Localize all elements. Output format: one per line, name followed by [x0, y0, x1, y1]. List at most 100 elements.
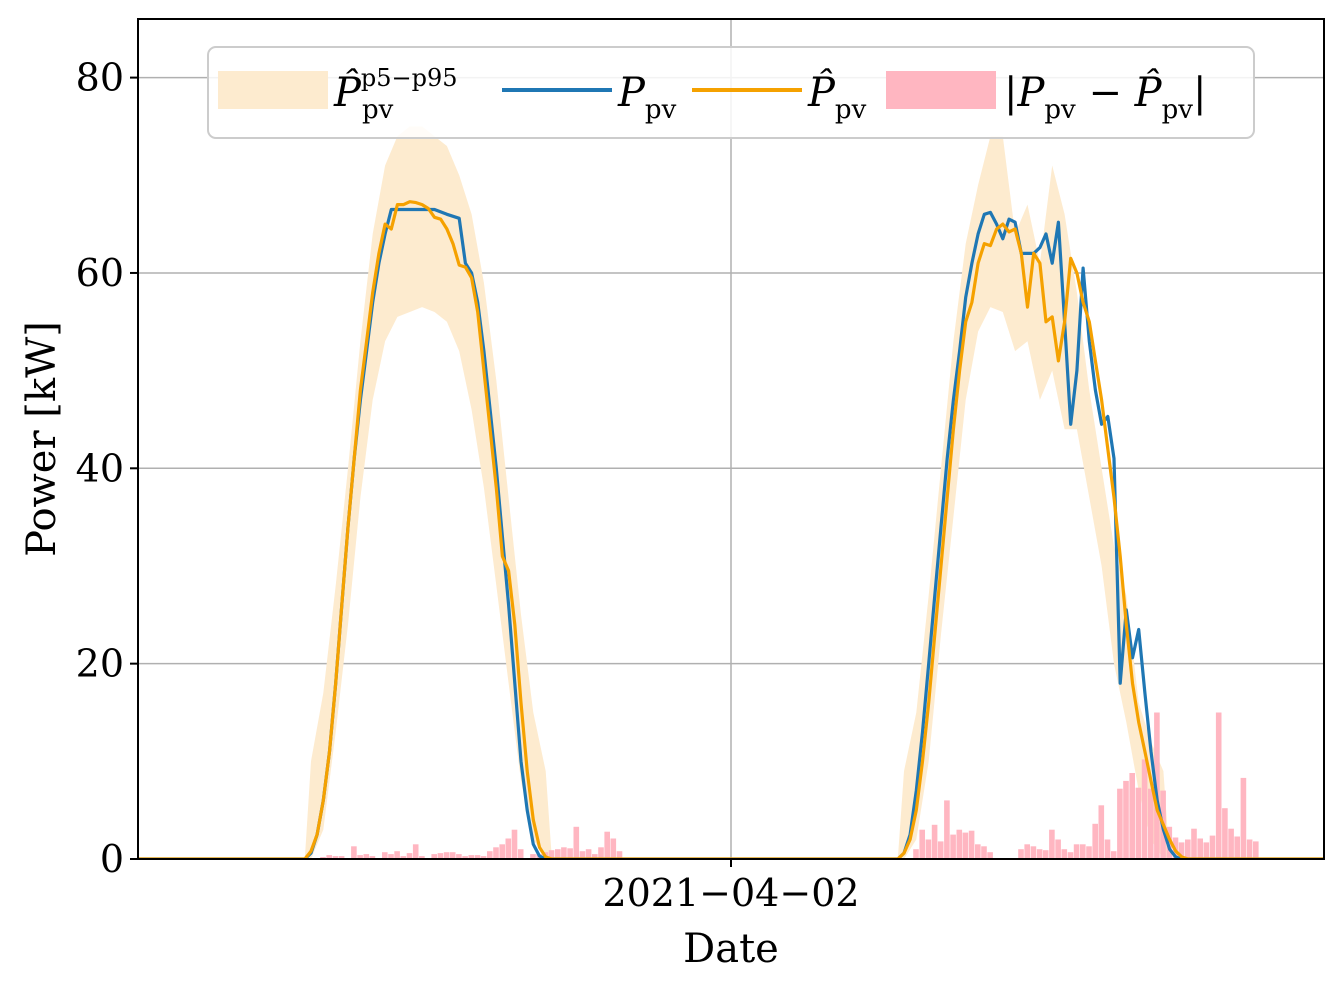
error-bar: [326, 855, 332, 859]
error-bar: [950, 834, 956, 859]
error-bar: [1191, 828, 1197, 859]
error-bar: [1049, 829, 1055, 859]
x-axis-label: Date: [683, 926, 779, 972]
error-bar: [1148, 788, 1154, 859]
error-bar: [493, 847, 499, 859]
error-bar: [511, 829, 518, 859]
error-bar: [919, 829, 925, 859]
legend-error-sub2: pv: [1162, 95, 1194, 125]
error-bar: [1240, 777, 1247, 859]
y-axis-label: Power [kW]: [19, 321, 65, 557]
error-bar: [1092, 823, 1098, 859]
error-bar: [579, 851, 586, 859]
error-bar: [1018, 849, 1024, 859]
error-bar: [1246, 839, 1253, 859]
ticks: 0 20 40 60 80 2021−04−02: [76, 56, 860, 915]
error-bar: [616, 851, 623, 859]
error-bar: [1080, 844, 1086, 859]
error-bar: [987, 852, 993, 859]
error-bar: [1228, 828, 1234, 859]
error-bar: [1234, 836, 1240, 859]
error-bar: [332, 856, 339, 859]
error-bar: [1067, 852, 1074, 859]
error-bar: [474, 855, 481, 859]
error-bar: [1197, 838, 1203, 859]
legend-entry-band: P̂p5−p95 pv: [333, 64, 458, 125]
error-bar: [1036, 849, 1043, 859]
error-bar: [1030, 846, 1037, 859]
error-bar: [388, 854, 394, 859]
error-bar: [1104, 839, 1111, 859]
error-bar: [462, 856, 468, 859]
band-layer: [138, 126, 1324, 859]
legend-error-label: |P: [1004, 70, 1045, 116]
legend: P̂p5−p95 pv Ppv P̂pv |Ppv − P̂pv|: [207, 46, 1255, 139]
error-bar: [567, 848, 573, 859]
error-bar: [555, 849, 561, 859]
series-line-forecast: [138, 200, 1324, 859]
error-bar: [449, 852, 456, 859]
error-bar: [1110, 851, 1117, 859]
error-bar: [1098, 805, 1105, 859]
error-bar: [962, 832, 969, 859]
error-bar: [592, 854, 598, 859]
error-bar: [1117, 788, 1123, 859]
error-bar: [548, 850, 555, 859]
error-bar: [1024, 844, 1030, 859]
error-bar: [937, 841, 944, 859]
error-bar: [1222, 808, 1228, 859]
error-bar: [956, 829, 963, 859]
error-bar: [1185, 839, 1191, 859]
error-bar: [1178, 842, 1185, 859]
error-bar: [925, 839, 932, 859]
series-line-actual: [138, 207, 1324, 859]
y-tick-label: 20: [76, 642, 124, 686]
error-bar: [1086, 846, 1092, 859]
bar-layer: [320, 712, 1259, 859]
error-bar: [598, 847, 604, 859]
legend-entry-forecast: P̂pv: [807, 70, 867, 125]
error-bar: [480, 856, 487, 859]
error-bar: [363, 854, 370, 859]
error-bar: [419, 856, 425, 859]
legend-swatch-band: [218, 71, 328, 109]
error-bar: [1073, 844, 1080, 859]
error-bar: [517, 849, 524, 859]
error-bar: [382, 852, 388, 859]
y-tick-label: 80: [76, 56, 124, 100]
error-bar: [573, 826, 580, 859]
y-tick-label: 0: [100, 837, 124, 881]
error-bar: [913, 849, 919, 859]
error-bar: [1055, 839, 1061, 859]
error-bar: [406, 853, 413, 859]
error-bar: [1253, 841, 1259, 859]
error-bar: [400, 856, 407, 859]
legend-forecast-label: P̂: [807, 70, 836, 116]
error-bar: [1061, 849, 1068, 859]
legend-band-sub: pv: [362, 95, 394, 125]
error-bar: [1042, 850, 1049, 859]
error-bar: [431, 854, 437, 859]
error-bar: [981, 846, 987, 859]
error-bar: [338, 856, 345, 859]
legend-band-label: P̂: [333, 70, 362, 116]
error-bar: [369, 856, 376, 859]
legend-error-mid: − P̂: [1076, 70, 1163, 116]
error-bar: [975, 844, 981, 859]
band-p5-p95: [138, 126, 1324, 859]
error-bar: [931, 824, 938, 859]
legend-error-tail: |: [1193, 70, 1206, 116]
error-bar: [944, 800, 950, 859]
error-bar: [357, 855, 363, 859]
error-bar: [604, 831, 610, 859]
error-bar: [610, 838, 617, 859]
error-bar: [394, 851, 400, 859]
error-bar: [1166, 826, 1173, 859]
error-bar: [412, 844, 419, 859]
error-bar: [1141, 759, 1148, 859]
error-bar: [351, 846, 357, 859]
error-bar: [437, 853, 444, 859]
legend-entry-error: |Ppv − P̂pv|: [1004, 70, 1206, 125]
error-bar: [487, 851, 493, 859]
